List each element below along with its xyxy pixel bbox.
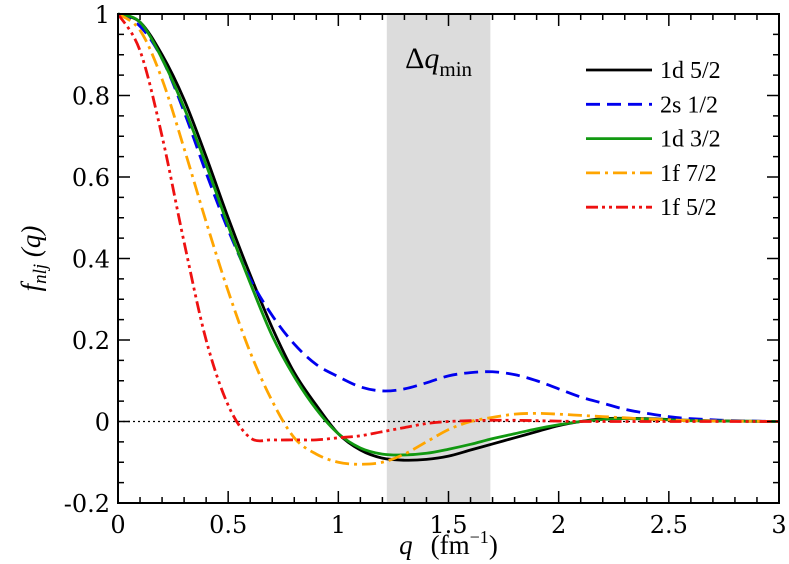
legend-label: 1d 5/2 [660,58,721,84]
y-tick-label: 0.8 [72,83,110,111]
x-tick-label: 0.5 [209,511,247,539]
y-axis-arg: (q) [16,226,46,264]
y-tick-label: 0 [95,409,110,437]
x-tick-label: 1.5 [429,511,467,539]
legend-label: 1f 7/2 [660,161,717,187]
legend-label: 2s 1/2 [660,92,718,118]
ticks-layer: 0 0.5 1 1.5 2 2.5 3-0.200.20.40.60.81 [64,1,787,539]
band-label-sub: min [439,57,472,81]
x-tick-label: 3 [771,511,786,539]
series-line-1f-5-2 [116,13,779,443]
legend: 1d 5/2 2s 1/2 1d 3/2 1f 7/2 1f 5/2 [586,58,721,221]
y-tick-label: 0.4 [72,246,110,274]
x-axis-unit-exp: −1 [470,527,489,547]
x-tick-label: 2.5 [650,511,688,539]
y-tick-label: 0.2 [72,327,110,355]
series-layer [116,12,780,466]
x-axis-unit-close: ) [489,530,498,560]
x-tick-label: 2 [551,511,566,539]
series-line-2s-1-2 [117,12,780,423]
y-axis-sub: nlj [30,264,51,284]
x-axis-unit: (fm [431,530,470,560]
y-tick-label: 1 [95,1,110,29]
y-tick-label: -0.2 [64,490,110,518]
x-axis-var: q [399,530,413,560]
series-line-1f-7-2 [117,12,780,466]
band-label: Δqmin [405,42,472,81]
qmin-band [386,14,491,503]
legend-label: 1f 5/2 [660,195,717,221]
x-axis-label: q (fm−1) [399,527,498,560]
band-label-var: q [424,42,439,75]
legend-label: 1d 3/2 [660,127,721,153]
y-axis-label: fnlj (q) [16,226,51,292]
band-label-delta: Δ [405,42,424,75]
y-tick-label: 0.6 [72,164,110,192]
y-axis-base: f [16,280,46,291]
x-tick-label: 1 [331,511,346,539]
x-tick-label: 0 [110,511,125,539]
